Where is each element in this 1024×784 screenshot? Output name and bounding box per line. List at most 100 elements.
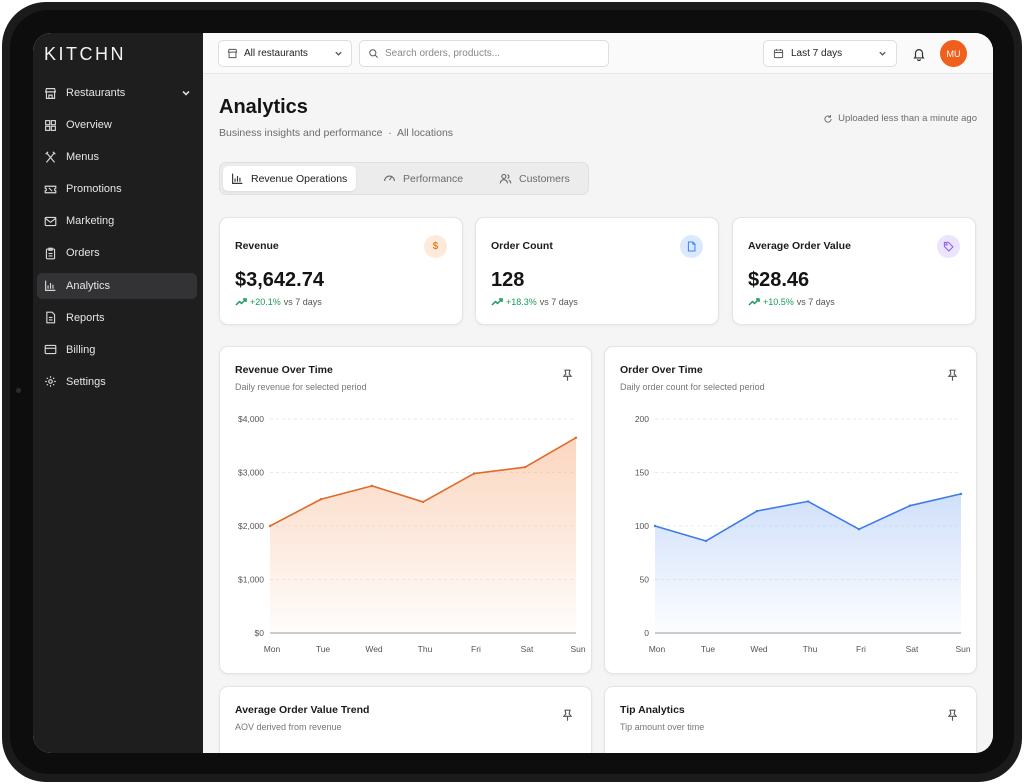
data-point <box>653 524 657 528</box>
data-point <box>472 472 476 475</box>
x-tick-label: Tue <box>701 644 716 654</box>
kpi-delta-value: +18.3% <box>506 297 537 307</box>
notifications-button[interactable] <box>907 42 931 66</box>
calendar-icon <box>773 49 784 59</box>
x-tick-label: Thu <box>418 644 433 654</box>
file-icon <box>43 311 57 325</box>
orders-chart-card: Order Over Time Daily order count for se… <box>604 346 977 674</box>
data-point <box>806 500 810 503</box>
sidebar-item-orders[interactable]: Orders <box>37 240 197 266</box>
camera-dot <box>16 388 21 393</box>
tab-performance[interactable]: Performance <box>375 166 472 191</box>
utensils-icon <box>43 150 57 164</box>
kpi-compare: vs 7 days <box>796 297 835 307</box>
restaurant-select[interactable]: All restaurants <box>218 40 352 67</box>
kpi-card-revenue: Revenue $ $3,642.74 +20.1% vs 7 days <box>219 217 463 325</box>
date-range-select[interactable]: Last 7 days <box>763 40 897 67</box>
card-subtitle: AOV derived from revenue <box>235 722 342 732</box>
trend-up-icon <box>748 298 760 306</box>
y-tick-label: $1,000 <box>238 575 264 585</box>
restaurant-select-value: All restaurants <box>244 48 308 59</box>
ticket-icon <box>43 182 57 196</box>
tab-label: Revenue Operations <box>251 172 348 185</box>
card-subtitle: Daily order count for selected period <box>620 382 765 392</box>
y-tick-label: $4,000 <box>238 414 264 424</box>
subtitle-text: Business insights and performance <box>219 127 383 139</box>
sidebar-item-label: Overview <box>66 119 112 132</box>
card-title: Order Over Time <box>620 364 703 376</box>
tab-label: Performance <box>403 172 464 185</box>
pin-button[interactable] <box>561 369 575 383</box>
data-point <box>755 509 759 513</box>
document-icon <box>680 235 703 258</box>
search-input[interactable]: Search orders, products... <box>359 40 609 67</box>
sidebar-item-overview[interactable]: Overview <box>37 112 197 138</box>
pin-button[interactable] <box>946 369 960 383</box>
data-point <box>319 498 323 501</box>
data-point <box>959 492 963 496</box>
sidebar: KITCHN Restaurants Overview Menus Promot… <box>33 33 203 753</box>
sidebar-item-marketing[interactable]: Marketing <box>37 208 197 234</box>
users-icon <box>499 173 512 184</box>
x-tick-label: Wed <box>365 644 383 654</box>
tip-analytics-card: Tip Analytics Tip amount over time <box>604 686 977 753</box>
x-tick-label: Fri <box>856 644 866 654</box>
page-subtitle: Business insights and performance · All … <box>219 127 453 139</box>
date-range-value: Last 7 days <box>791 48 843 59</box>
kpi-label: Average Order Value <box>748 240 851 252</box>
kpi-delta: +20.1% vs 7 days <box>235 297 322 307</box>
upload-status: Uploaded less than a minute ago <box>823 113 977 124</box>
search-placeholder: Search orders, products... <box>385 48 501 59</box>
tab-revenue-operations[interactable]: Revenue Operations <box>223 166 357 191</box>
revenue-chart: $0 $1,000 $2,000 $3,000 $4,000 Mon Tue Wed Thu Fr… <box>238 414 586 654</box>
data-point <box>574 436 578 439</box>
sidebar-item-label: Analytics <box>66 279 111 292</box>
card-title: Tip Analytics <box>620 704 685 716</box>
revenue-chart-card: Revenue Over Time Daily revenue for sele… <box>219 346 592 674</box>
sidebar-item-analytics[interactable]: Analytics <box>37 272 197 299</box>
gauge-icon <box>384 175 395 182</box>
kpi-compare: vs 7 days <box>539 297 578 307</box>
kpi-delta: +10.5% vs 7 days <box>748 297 835 307</box>
y-tick-label: $2,000 <box>238 521 264 531</box>
sidebar-item-billing[interactable]: Billing <box>37 337 197 363</box>
store-icon <box>227 48 238 59</box>
x-tick-label: Sat <box>521 644 534 654</box>
sidebar-item-restaurants[interactable]: Restaurants <box>37 80 197 106</box>
bar-chart-icon <box>43 279 57 293</box>
pin-button[interactable] <box>946 709 960 723</box>
pin-icon <box>947 369 958 381</box>
tab-label: Customers <box>519 172 570 185</box>
tab-customers[interactable]: Customers <box>491 166 579 191</box>
kpi-compare: vs 7 days <box>283 297 322 307</box>
tab-bar: Revenue Operations Performance Customers <box>219 162 589 195</box>
sidebar-item-reports[interactable]: Reports <box>37 305 197 331</box>
pin-icon <box>562 709 573 721</box>
kpi-delta-value: +20.1% <box>250 297 281 307</box>
y-tick-label: 50 <box>640 575 650 585</box>
sidebar-item-label: Orders <box>66 247 100 260</box>
page-title: Analytics <box>219 96 308 118</box>
sidebar-item-label: Restaurants <box>66 87 126 99</box>
sidebar-item-label: Reports <box>66 311 105 324</box>
gear-icon <box>43 375 57 389</box>
avatar[interactable]: MU <box>940 40 967 67</box>
pin-button[interactable] <box>561 709 575 723</box>
sidebar-item-menus[interactable]: Menus <box>37 144 197 170</box>
kpi-value: $28.46 <box>748 269 810 291</box>
credit-card-icon <box>43 343 57 357</box>
kpi-value: 128 <box>491 269 525 291</box>
upload-status-text: Uploaded less than a minute ago <box>838 113 977 124</box>
card-title: Average Order Value Trend <box>235 704 370 716</box>
kpi-label: Order Count <box>491 240 553 252</box>
mail-icon <box>43 214 57 228</box>
dollar-icon: $ <box>424 235 447 258</box>
sidebar-item-settings[interactable]: Settings <box>37 369 197 395</box>
chevron-down-icon[interactable] <box>181 88 191 98</box>
sidebar-item-label: Promotions <box>66 183 122 196</box>
kpi-label: Revenue <box>235 240 279 252</box>
sidebar-item-promotions[interactable]: Promotions <box>37 176 197 202</box>
x-tick-label: Mon <box>264 644 281 654</box>
card-subtitle: Tip amount over time <box>620 722 705 732</box>
clipboard-icon <box>43 246 57 260</box>
